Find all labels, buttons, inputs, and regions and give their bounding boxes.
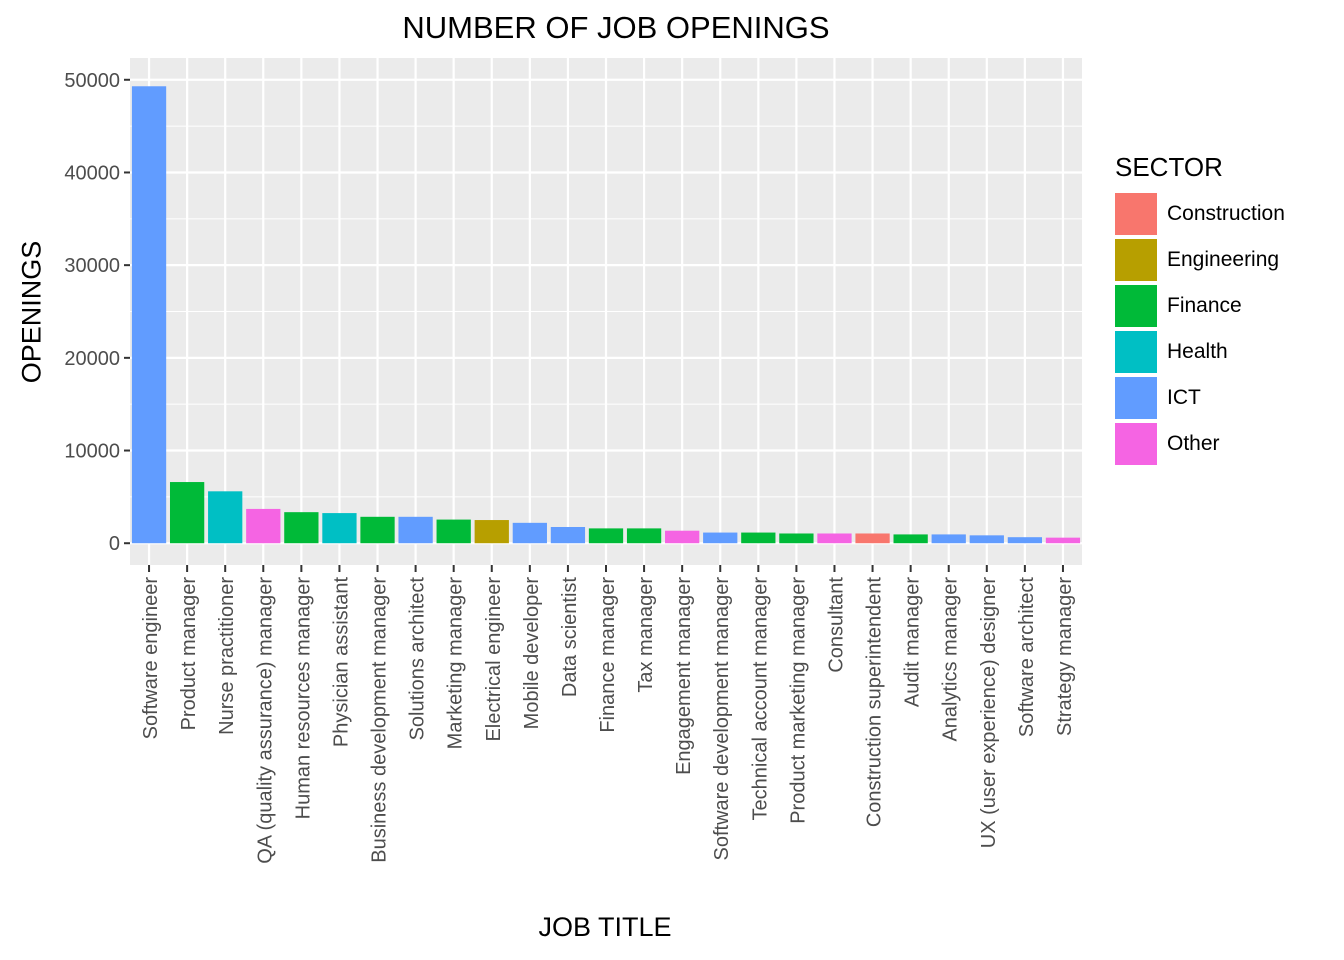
legend-label: ICT xyxy=(1167,386,1201,409)
x-axis-title: JOB TITLE xyxy=(538,912,672,942)
x-tick-label: UX (user experience) designer xyxy=(978,577,1000,849)
bar xyxy=(169,482,205,544)
legend-title: SECTOR xyxy=(1115,152,1223,182)
legend-item: Other xyxy=(1115,421,1285,467)
x-tick-label: Construction superintendent xyxy=(864,577,886,828)
y-tick-label: 40000 xyxy=(64,162,120,184)
legend-key xyxy=(1115,331,1157,373)
bar xyxy=(512,522,547,544)
bar xyxy=(703,532,738,544)
y-tick-label: 50000 xyxy=(64,70,120,92)
y-tick-label: 30000 xyxy=(64,255,120,277)
legend-label: Health xyxy=(1167,340,1228,363)
legend-item: Construction xyxy=(1115,191,1285,237)
x-tick-label: Software development manager xyxy=(711,577,733,861)
bar xyxy=(474,520,509,544)
legend-item: ICT xyxy=(1115,375,1285,421)
x-tick-label: Consultant xyxy=(825,577,847,673)
bar xyxy=(550,526,586,544)
bar xyxy=(588,528,624,544)
x-tick-label: Human resources manager xyxy=(292,577,314,820)
bar xyxy=(817,533,852,544)
bar xyxy=(1007,537,1043,544)
bar xyxy=(1045,537,1081,544)
x-tick-label: Tax manager xyxy=(635,577,657,693)
x-tick-label: Solutions architect xyxy=(407,577,429,741)
y-tick-label: 10000 xyxy=(64,441,120,463)
legend-items: Construction Engineering Finance Health ICT O… xyxy=(1115,191,1285,467)
x-tick-label: Product manager xyxy=(178,577,200,731)
legend-label: Finance xyxy=(1167,294,1242,317)
bar xyxy=(779,533,814,544)
legend-key xyxy=(1115,285,1157,327)
x-tick-label: QA (quality assurance) manager xyxy=(254,577,276,864)
legend-label: Engineering xyxy=(1167,248,1280,271)
x-tick-label: Technical account manager xyxy=(749,577,771,821)
y-tick-label: 20000 xyxy=(64,348,120,370)
x-tick-label: Audit manager xyxy=(902,577,924,707)
bar xyxy=(131,86,167,544)
bar xyxy=(284,512,319,544)
x-tick-label: Marketing manager xyxy=(445,577,467,750)
legend-key xyxy=(1115,239,1157,281)
legend-item: Finance xyxy=(1115,283,1285,329)
bar xyxy=(741,532,776,544)
x-tick-label: Finance manager xyxy=(597,577,619,733)
x-tick-label: Physician assistant xyxy=(330,577,352,748)
legend-item: Engineering xyxy=(1115,237,1285,283)
x-tick-label: Business development manager xyxy=(369,577,391,863)
bar xyxy=(969,535,1004,544)
y-axis-title-text: OPENINGS xyxy=(16,240,47,384)
bar xyxy=(398,516,433,544)
x-tick-label: Data scientist xyxy=(559,577,581,697)
x-tick-label: Mobile developer xyxy=(521,577,543,730)
x-tick-label: Nurse practitioner xyxy=(216,577,238,735)
x-tick-label: Software architect xyxy=(1016,577,1038,738)
legend-key xyxy=(1115,423,1157,465)
bar xyxy=(208,491,243,544)
bar xyxy=(360,516,395,544)
legend-label: Construction xyxy=(1167,202,1285,225)
bar xyxy=(626,528,662,544)
bar xyxy=(322,513,357,544)
legend-item: Health xyxy=(1115,329,1285,375)
bar xyxy=(436,519,471,544)
x-tick-label: Strategy manager xyxy=(1054,577,1076,736)
bar xyxy=(665,530,700,544)
x-tick-label: Engagement manager xyxy=(673,577,695,775)
x-tick-label: Software engineer xyxy=(140,577,162,740)
legend-key xyxy=(1115,193,1157,235)
x-tick-label: Analytics manager xyxy=(940,577,962,742)
y-tick-label: 0 xyxy=(109,533,120,555)
chart-title: NUMBER OF JOB OPENINGS xyxy=(402,10,830,45)
legend-label: Other xyxy=(1167,432,1220,455)
bar xyxy=(931,534,966,544)
bar xyxy=(893,534,928,544)
bar xyxy=(855,533,890,544)
x-tick-label: Product marketing manager xyxy=(787,577,809,824)
legend-key xyxy=(1115,377,1157,419)
bar xyxy=(246,508,281,544)
x-tick-label: Electrical engineer xyxy=(483,577,505,742)
legend: SECTOR Construction Engineering Finance Hea… xyxy=(1115,152,1285,467)
